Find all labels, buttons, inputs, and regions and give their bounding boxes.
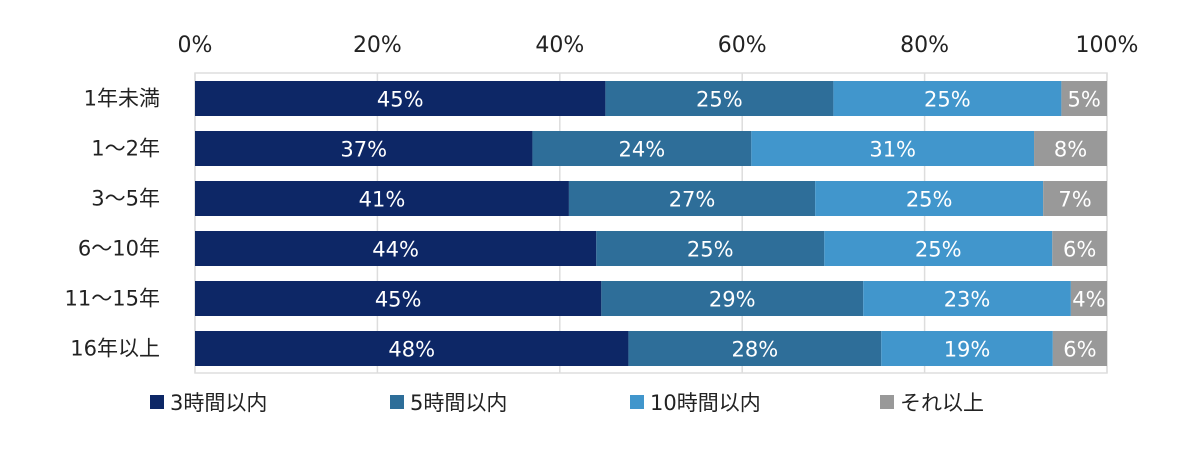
data-label: 25%	[915, 238, 962, 262]
x-tick-label: 60%	[718, 33, 767, 58]
bar-segment	[1043, 181, 1107, 216]
data-label: 29%	[709, 288, 756, 312]
data-label: 5%	[1068, 88, 1101, 112]
category-label: 1年未満	[84, 87, 160, 111]
bar-segment	[824, 231, 1053, 266]
bar-segment	[815, 181, 1044, 216]
data-label: 25%	[696, 88, 743, 112]
bar-segment	[833, 81, 1062, 116]
category-label: 6～10年	[78, 237, 160, 261]
category-label: 16年以上	[70, 337, 160, 361]
bar-segment	[863, 281, 1071, 316]
data-label: 25%	[687, 238, 734, 262]
legend-swatch	[630, 395, 644, 409]
plot-area	[194, 72, 1108, 374]
bar-segment	[601, 281, 864, 316]
x-tick-label: 20%	[353, 33, 402, 58]
bar-segment	[605, 81, 834, 116]
bar-segment	[195, 281, 602, 316]
bar-segment	[1034, 131, 1107, 166]
data-label: 4%	[1072, 288, 1105, 312]
bar-segment	[195, 231, 597, 266]
bar-segment	[195, 81, 606, 116]
bar-segment	[532, 131, 752, 166]
bar-segment	[195, 181, 569, 216]
bar-segment	[1052, 331, 1107, 366]
data-label: 25%	[924, 88, 971, 112]
data-label: 27%	[669, 188, 716, 212]
x-tick-label: 80%	[900, 33, 949, 58]
bar-segment	[596, 231, 825, 266]
data-label: 41%	[359, 188, 406, 212]
bar-segment	[195, 331, 629, 366]
bar-segment	[195, 131, 533, 166]
category-label: 11～15年	[65, 287, 160, 311]
data-label: 24%	[619, 138, 666, 162]
category-label: 1～2年	[91, 137, 160, 161]
x-tick-label: 40%	[535, 33, 584, 58]
legend-label: 5時間以内	[410, 391, 507, 415]
legend-swatch	[150, 395, 164, 409]
bar-segment	[628, 331, 882, 366]
legend-swatch	[390, 395, 404, 409]
data-label: 23%	[944, 288, 991, 312]
data-label: 37%	[340, 138, 387, 162]
x-tick-label: 100%	[1076, 33, 1139, 58]
legend-label: 10時間以内	[650, 391, 761, 415]
data-label: 8%	[1054, 138, 1087, 162]
data-label: 25%	[906, 188, 953, 212]
data-label: 45%	[377, 88, 424, 112]
data-label: 45%	[375, 288, 422, 312]
data-label: 19%	[944, 338, 991, 362]
bar-segment	[1052, 231, 1107, 266]
legend-label: 3時間以内	[170, 391, 267, 415]
data-label: 6%	[1063, 238, 1096, 262]
data-label: 44%	[372, 238, 419, 262]
legend-swatch	[880, 395, 894, 409]
bar-segment	[751, 131, 1035, 166]
bar-segment	[881, 331, 1053, 366]
bar-segment	[1061, 81, 1107, 116]
data-label: 31%	[869, 138, 916, 162]
data-label: 28%	[731, 338, 778, 362]
category-label: 3～5年	[91, 187, 160, 211]
bar-segment	[568, 181, 816, 216]
data-label: 48%	[388, 338, 435, 362]
bar-segment	[1070, 281, 1107, 316]
data-label: 6%	[1063, 338, 1096, 362]
data-label: 7%	[1058, 188, 1091, 212]
legend-label: それ以上	[900, 391, 984, 415]
x-tick-label: 0%	[178, 33, 213, 58]
